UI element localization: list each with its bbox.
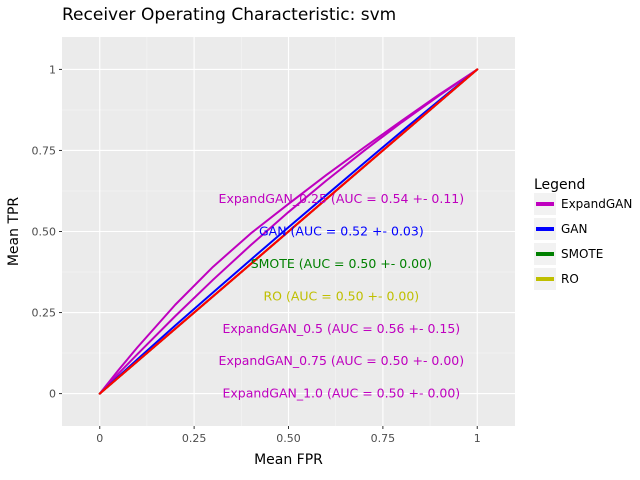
auc-annotation: ExpandGAN_1.0 (AUC = 0.50 +- 0.00)	[223, 386, 461, 401]
auc-annotation: ExpandGAN_0.25 (AUC = 0.54 +- 0.11)	[219, 191, 465, 206]
auc-annotation: SMOTE (AUC = 0.50 +- 0.00)	[251, 256, 432, 271]
x-tick-label: 0.75	[371, 432, 396, 445]
legend: Legend ExpandGAN GAN SMOTE RO	[534, 177, 632, 290]
chart-title: Receiver Operating Characteristic: svm	[62, 5, 396, 25]
x-axis-label: Mean FPR	[254, 452, 323, 468]
auc-annotation: GAN (AUC = 0.52 +- 0.03)	[259, 224, 424, 239]
roc-curve-line	[98, 68, 479, 395]
y-axis-label: Mean TPR	[6, 197, 22, 267]
y-tick-label: 1	[49, 63, 56, 76]
legend-title: Legend	[534, 177, 585, 193]
x-axis-ticks: 0 0.25 0.50 0.75 1	[96, 426, 481, 445]
y-tick-label: 0.50	[32, 226, 57, 239]
roc-curve-line	[98, 68, 479, 395]
auc-annotations: ExpandGAN_0.25 (AUC = 0.54 +- 0.11) GAN (…	[219, 191, 465, 401]
legend-label: GAN	[561, 222, 587, 236]
auc-annotation: RO (AUC = 0.50 +- 0.00)	[263, 288, 419, 303]
auc-annotation: ExpandGAN_0.5 (AUC = 0.56 +- 0.15)	[223, 321, 461, 336]
x-tick-label: 1	[474, 432, 481, 445]
x-tick-label: 0.25	[182, 432, 207, 445]
x-tick-label: 0.50	[276, 432, 301, 445]
x-tick-label: 0	[96, 432, 103, 445]
roc-curve-line	[98, 68, 479, 395]
auc-annotation: ExpandGAN_0.75 (AUC = 0.50 +- 0.00)	[219, 353, 465, 368]
y-tick-label: 0	[49, 388, 56, 401]
legend-label: SMOTE	[561, 247, 603, 261]
roc-curves	[98, 68, 479, 395]
y-tick-label: 0.25	[32, 307, 57, 320]
legend-label: RO	[561, 272, 579, 286]
y-axis-ticks: 0 0.25 0.50 0.75 1	[32, 63, 62, 401]
y-tick-label: 0.75	[32, 144, 57, 157]
roc-curve-line	[98, 68, 479, 395]
legend-label: ExpandGAN	[561, 197, 632, 211]
